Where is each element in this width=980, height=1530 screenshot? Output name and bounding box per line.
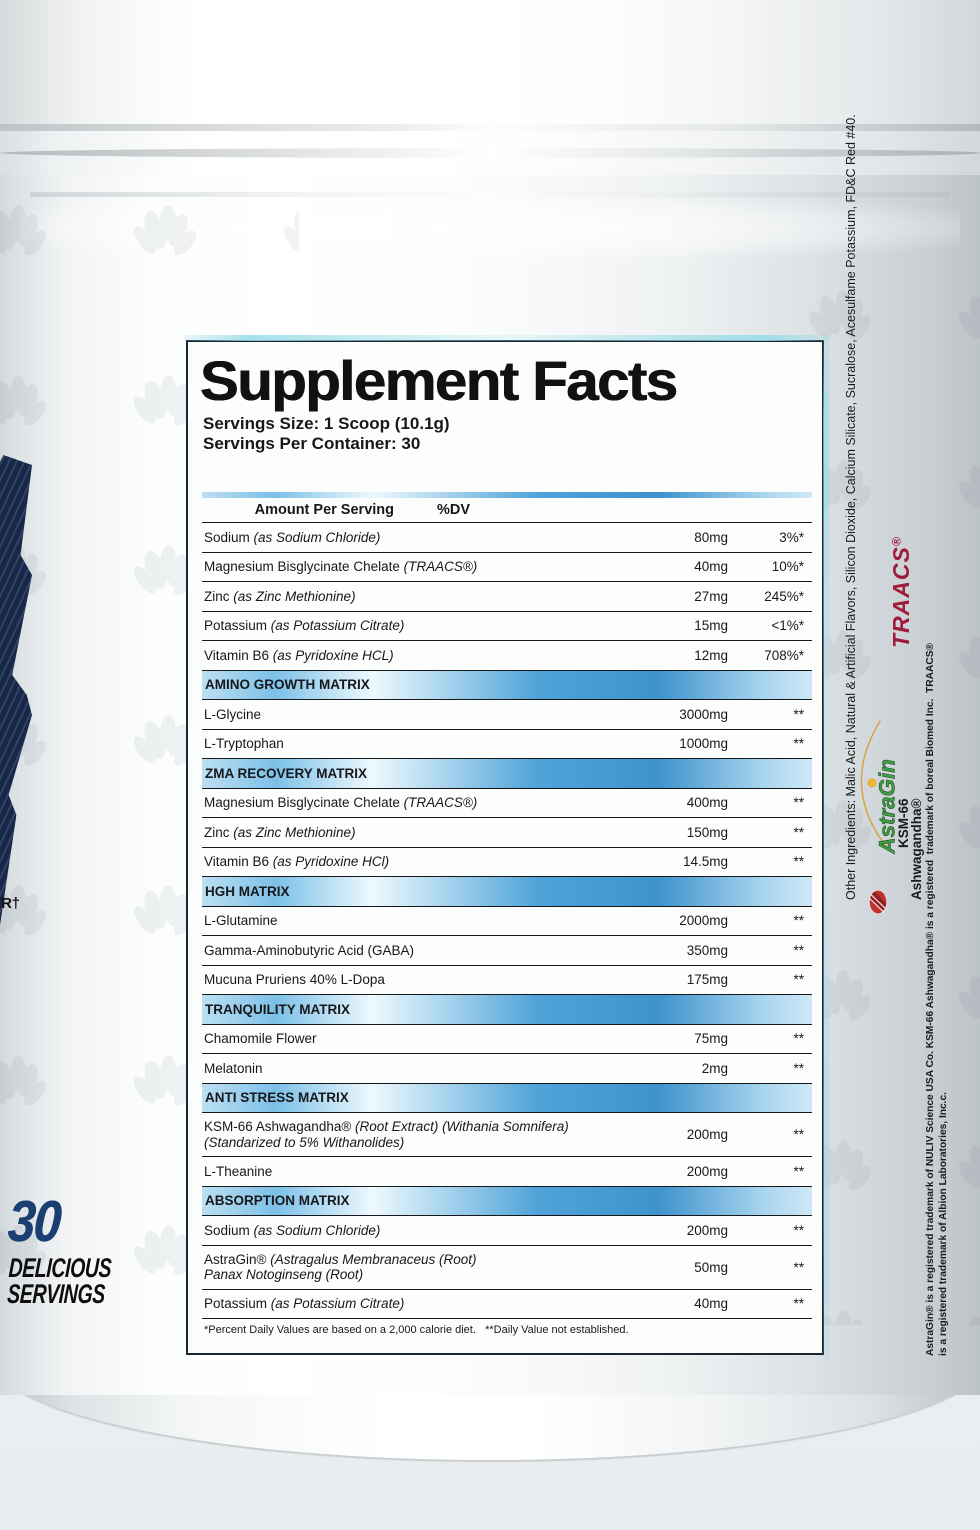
svg-text:AstraGin: AstraGin [874,759,899,855]
